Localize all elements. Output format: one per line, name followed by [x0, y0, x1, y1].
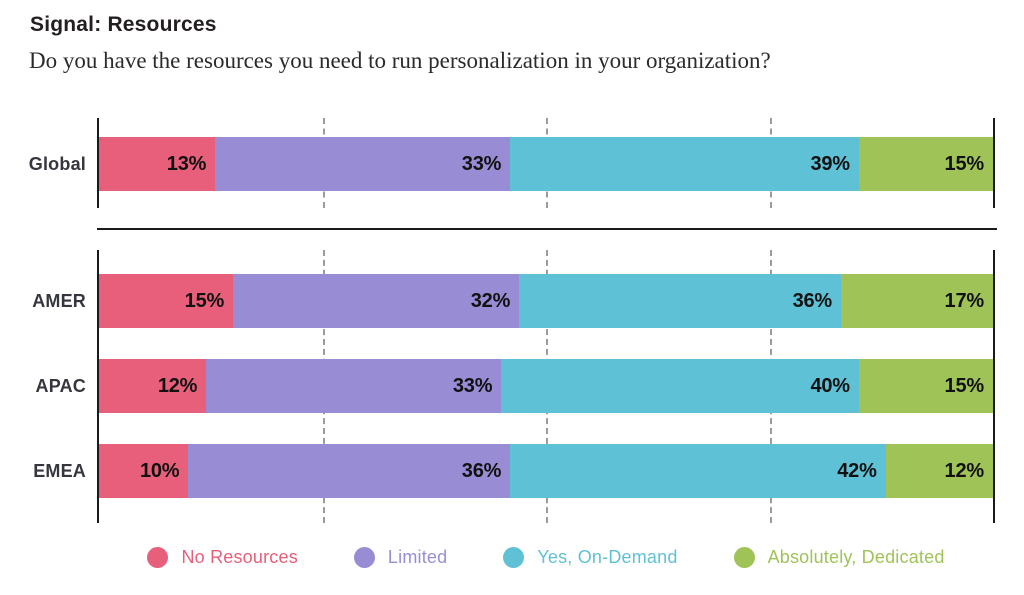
- segment-value-label: 12%: [944, 459, 985, 482]
- category-label-emea: EMEA: [33, 460, 86, 481]
- segment-value-label: 12%: [157, 374, 198, 397]
- segment-value-label: 33%: [461, 152, 502, 175]
- bar-segment-yes-on-demand: 40%: [501, 359, 859, 413]
- bar-segment-limited: 32%: [233, 274, 520, 328]
- segment-value-label: 36%: [461, 459, 502, 482]
- bar-segment-absolutely-dedicated: 15%: [858, 137, 993, 191]
- bar-segment-yes-on-demand: 39%: [510, 137, 859, 191]
- segment-value-label: 15%: [944, 152, 985, 175]
- legend-label-no-resources: No Resources: [181, 546, 298, 567]
- bar-segment-no-resources: 15%: [99, 274, 234, 328]
- chart-legend: No Resources Limited Yes, On-Demand Absolut…: [97, 541, 995, 573]
- bar-segment-limited: 33%: [215, 137, 511, 191]
- chart-subtitle-question: Do you have the resources you need to ru…: [29, 48, 771, 73]
- bar-segment-no-resources: 13%: [99, 137, 216, 191]
- legend-swatch-circle-limited: [353, 546, 375, 568]
- bar-segment-absolutely-dedicated: 17%: [841, 274, 993, 328]
- bar-segment-limited: 33%: [206, 359, 502, 413]
- bar-segment-absolutely-dedicated: 12%: [885, 444, 993, 498]
- segment-value-label: 40%: [810, 374, 850, 397]
- chart-panel-global: Global 13% 33% 39% 15%: [29, 118, 995, 208]
- segment-value-label: 33%: [452, 374, 493, 397]
- page-title: Signal: Resources: [30, 13, 217, 36]
- segment-value-label: 10%: [139, 459, 180, 482]
- legend-swatch-circle-absolutely-dedicated: [733, 546, 755, 568]
- segment-value-label: 32%: [470, 289, 511, 312]
- legend-swatch-circle-yes-on-demand: [503, 546, 525, 568]
- bar-segment-yes-on-demand: 42%: [510, 444, 886, 498]
- category-label-apac: APAC: [35, 375, 86, 396]
- category-label-amer: AMER: [32, 290, 86, 311]
- legend-item-limited: Limited: [353, 546, 448, 568]
- bar-row-emea: EMEA 10% 36% 42% 12%: [33, 444, 993, 498]
- segment-value-label: 13%: [166, 152, 207, 175]
- bar-segment-limited: 36%: [188, 444, 511, 498]
- bar-row-apac: APAC 12% 33% 40% 15%: [36, 359, 993, 413]
- stacked-bar-emea: 10% 36% 42% 12%: [99, 444, 993, 498]
- stacked-bar-global: 13% 33% 39% 15%: [99, 137, 993, 191]
- segment-value-label: 39%: [810, 152, 850, 175]
- segment-value-label: 36%: [792, 289, 833, 312]
- bar-segment-no-resources: 10%: [99, 444, 189, 498]
- bar-segment-no-resources: 12%: [99, 359, 207, 413]
- bar-segment-yes-on-demand: 36%: [519, 274, 841, 328]
- category-label-global: Global: [28, 153, 86, 174]
- legend-item-absolutely-dedicated: Absolutely, Dedicated: [733, 546, 945, 568]
- legend-label-limited: Limited: [387, 546, 448, 567]
- segment-value-label: 15%: [944, 374, 985, 397]
- bar-row-global: Global 13% 33% 39% 15%: [29, 137, 993, 191]
- panel-separator-line: [97, 228, 997, 230]
- bar-row-amer: AMER 15% 32% 36% 17%: [32, 274, 993, 328]
- legend-item-no-resources: No Resources: [147, 546, 298, 568]
- stacked-bar-amer: 15% 32% 36% 17%: [99, 274, 993, 328]
- segment-value-label: 42%: [837, 459, 877, 482]
- legend-label-absolutely-dedicated: Absolutely, Dedicated: [767, 546, 945, 567]
- legend-item-yes-on-demand: Yes, On-Demand: [503, 546, 678, 568]
- chart-panel-regions: AMER 15% 32% 36% 17% APAC 12% 33% 40% 15% EMEA 10% 3…: [32, 250, 995, 523]
- legend-swatch-circle-no-resources: [147, 546, 169, 568]
- segment-value-label: 15%: [184, 289, 225, 312]
- segment-value-label: 17%: [944, 289, 985, 312]
- bar-segment-absolutely-dedicated: 15%: [858, 359, 993, 413]
- stacked-bar-apac: 12% 33% 40% 15%: [99, 359, 993, 413]
- legend-label-yes-on-demand: Yes, On-Demand: [537, 546, 678, 567]
